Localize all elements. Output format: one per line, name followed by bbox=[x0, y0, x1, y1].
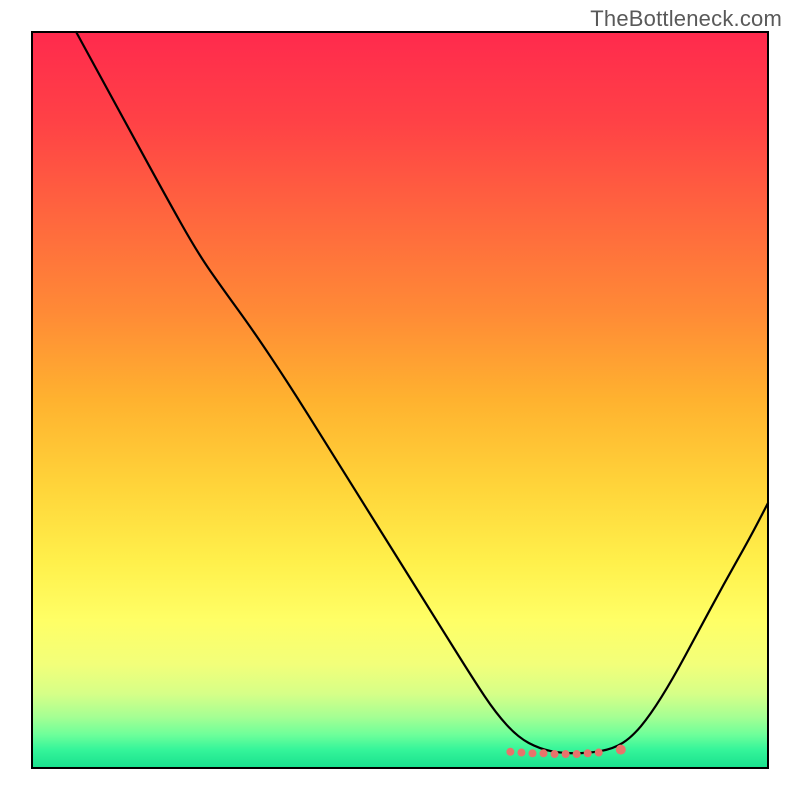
marker-dot bbox=[562, 750, 570, 758]
marker-dot bbox=[540, 749, 548, 757]
marker-dot bbox=[528, 749, 536, 757]
marker-dot bbox=[595, 749, 603, 757]
marker-dot bbox=[616, 745, 626, 755]
marker-dot bbox=[517, 749, 525, 757]
marker-dot bbox=[573, 750, 581, 758]
chart-container: { "watermark": "TheBottleneck.com", "cha… bbox=[0, 0, 800, 800]
bottleneck-chart bbox=[0, 0, 800, 800]
marker-dot bbox=[584, 749, 592, 757]
marker-dot bbox=[506, 748, 514, 756]
watermark-text: TheBottleneck.com bbox=[590, 6, 782, 32]
marker-dot bbox=[551, 750, 559, 758]
plot-background bbox=[32, 32, 768, 768]
